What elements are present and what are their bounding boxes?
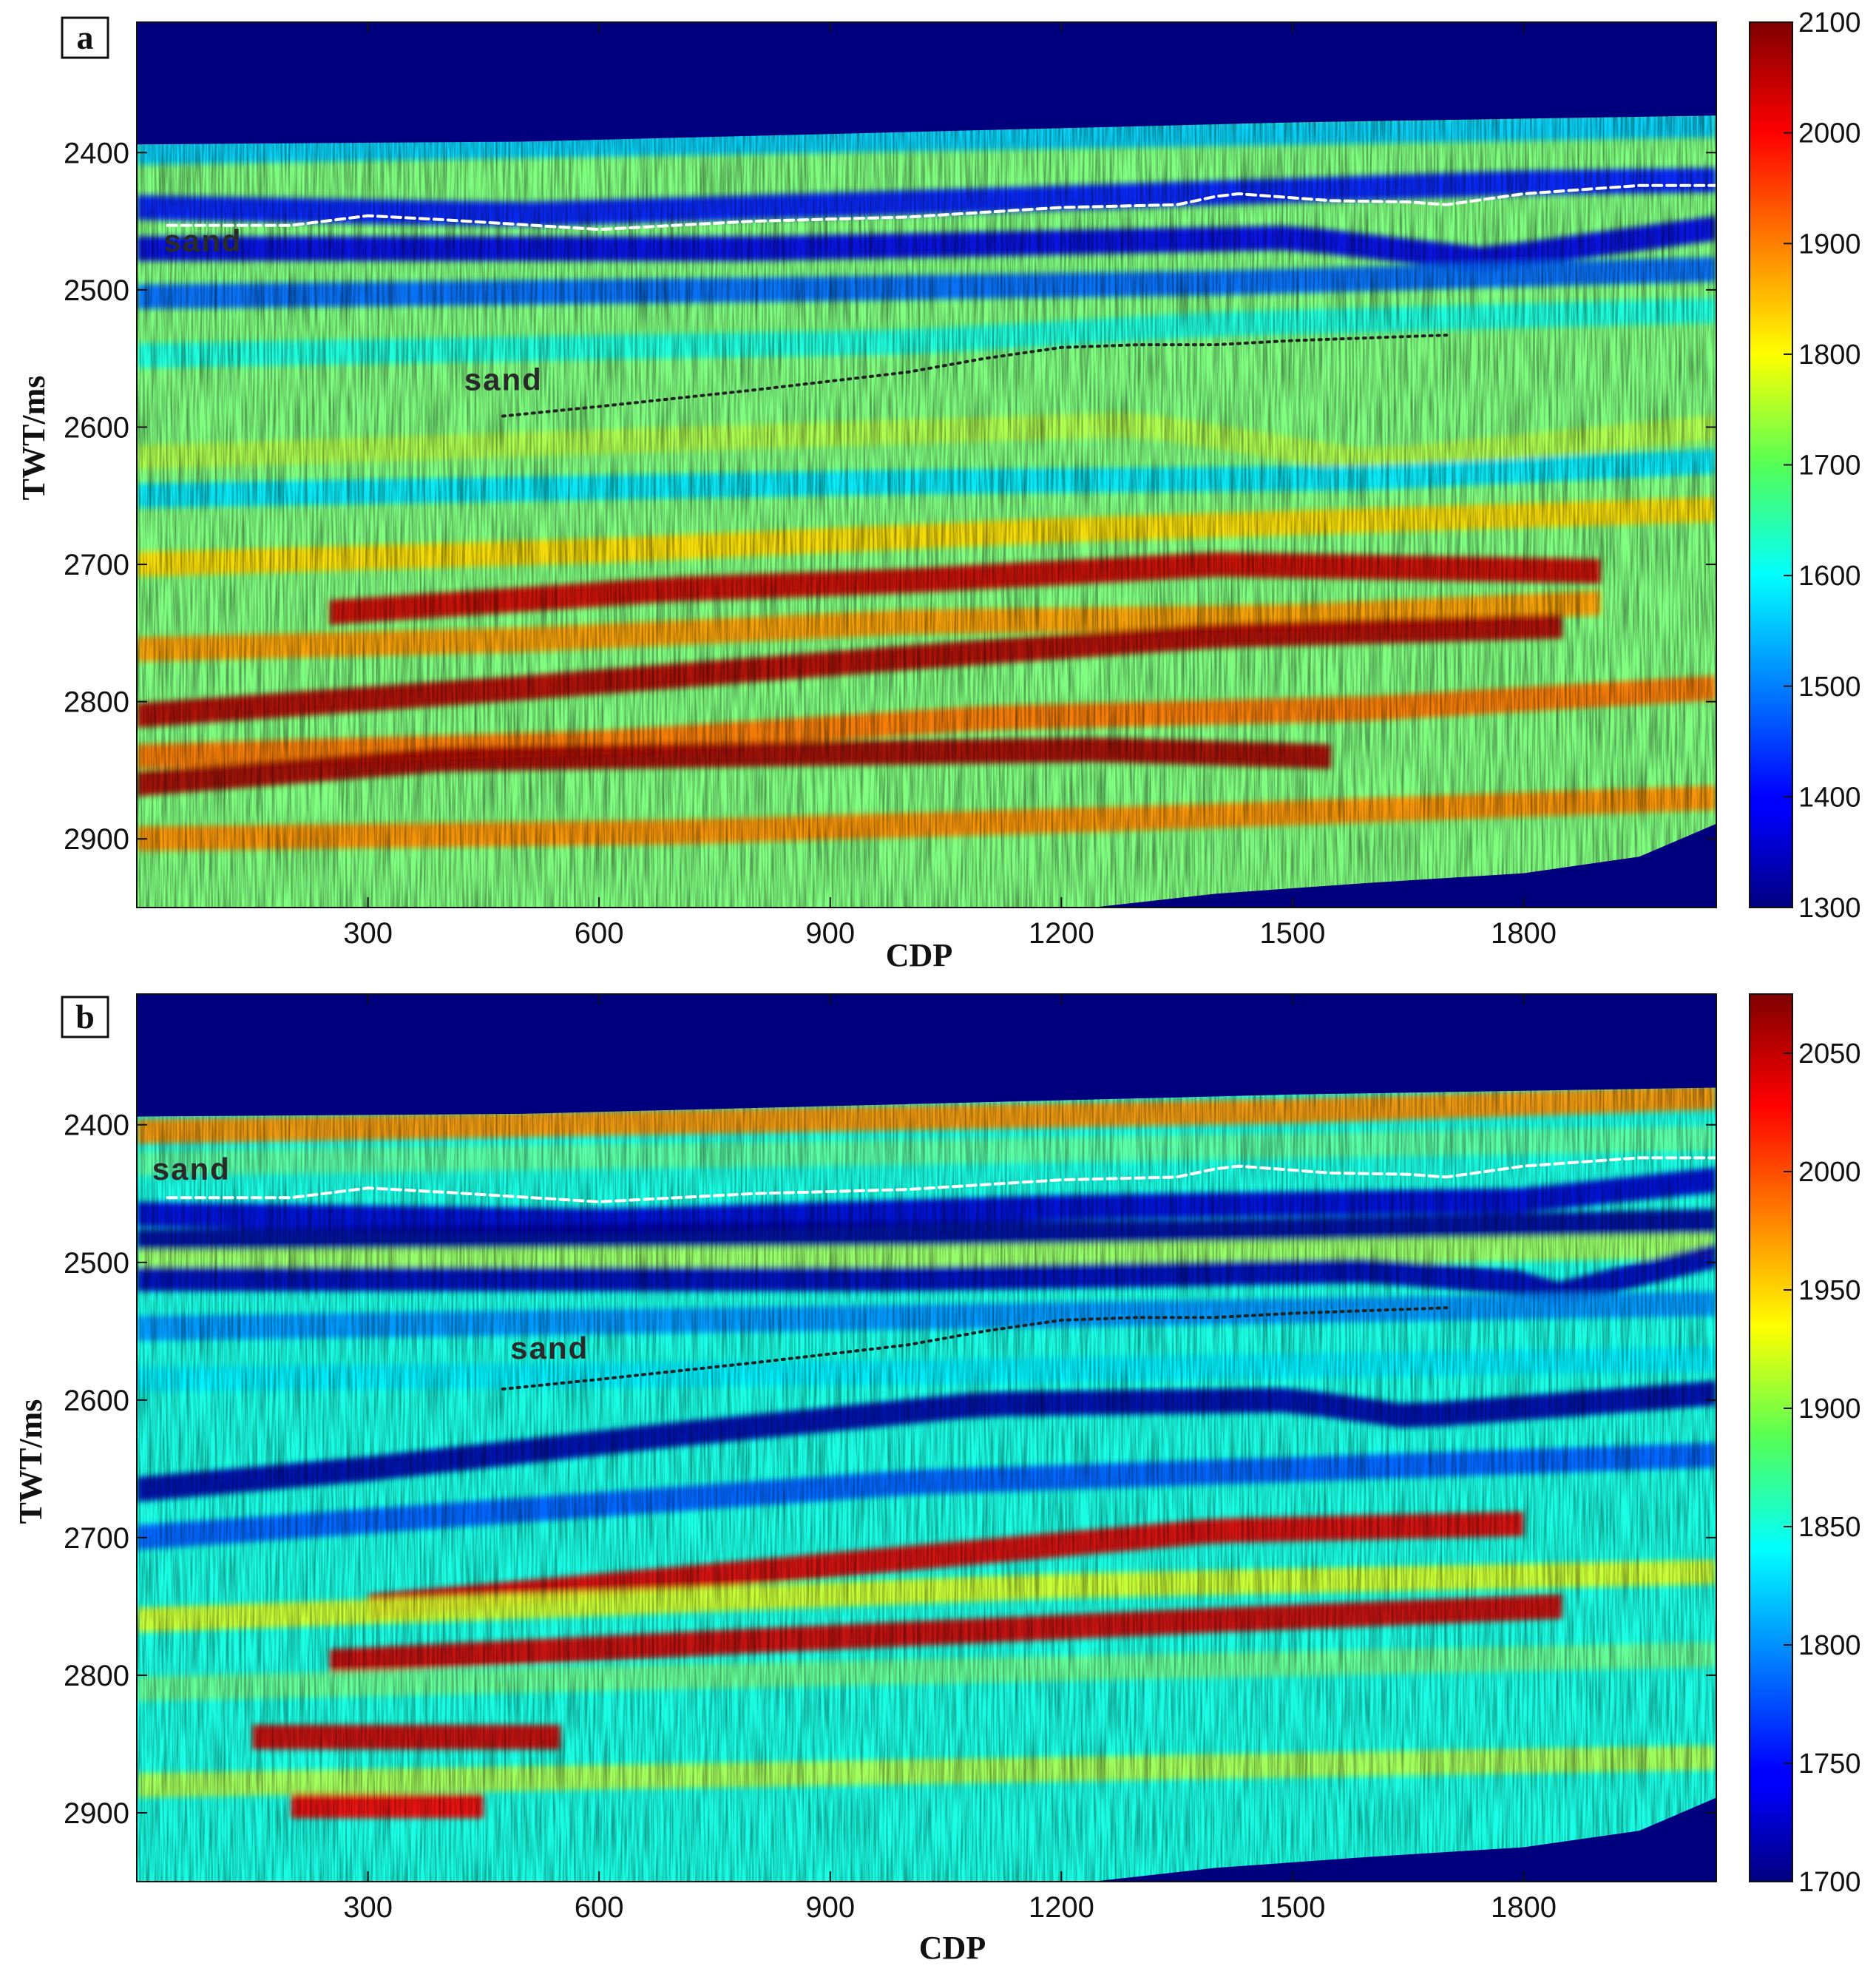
sand-label-b-1: sand [510, 1331, 589, 1365]
y-axis-label-a: TWT/ms [16, 376, 52, 501]
colorbar-tick-label-b-3: 1850 [1798, 1512, 1861, 1543]
x-tick-label-a-2: 900 [805, 917, 855, 950]
x-tick-label-b-2: 900 [805, 1891, 855, 1924]
y-tick-label-b-5: 2900 [64, 1797, 129, 1830]
x-tick-label-b-5: 1800 [1491, 1891, 1557, 1924]
x-tick-label-b-1: 600 [575, 1891, 624, 1924]
y-tick-label-a-2: 2600 [64, 411, 129, 444]
colorbar-tick-label-b-7: 2050 [1798, 1038, 1861, 1070]
plot-frame-b [136, 993, 1717, 1882]
empty-region-bottom-b [137, 1797, 1716, 1882]
colorbar-tick-label-a-2: 1500 [1798, 672, 1861, 703]
sand-horizon-line-b-1 [501, 1306, 1449, 1391]
colorbar-a: 1300 1400 1500 1600 1700 1800 1900 2000 2100 [1749, 7, 1861, 924]
sand-horizon-line-a-1 [501, 334, 1449, 418]
colorbar-tick-label-b-4: 1900 [1798, 1393, 1861, 1425]
y-tick-label-b-2: 2600 [64, 1385, 129, 1417]
plot-frame-a [136, 21, 1717, 908]
y-tick-label-a-1: 2500 [64, 274, 129, 307]
colorbar-tick-label-a-5: 1800 [1798, 339, 1861, 371]
x-tick-label-a-0: 300 [343, 917, 393, 950]
colorbar-tick-label-a-6: 1900 [1798, 229, 1861, 260]
colorbar-tick-label-b-5: 1950 [1798, 1275, 1861, 1306]
panel-b: sand sand 300 600 900 1200 1500 1800 2400 2500 26… [13, 993, 1861, 1966]
y-tick-label-b-3: 2700 [64, 1522, 129, 1555]
colorbar-tick-label-a-8: 2100 [1798, 7, 1861, 38]
y-tick-label-a-0: 2400 [64, 137, 129, 169]
colorbar-tick-label-a-1: 1400 [1798, 782, 1861, 813]
sand-horizon-line-b-0 [166, 1156, 1716, 1203]
colorbar-tick-label-b-6: 2000 [1798, 1157, 1861, 1188]
x-tick-label-a-3: 1200 [1029, 917, 1094, 950]
y-tick-label-b-4: 2800 [64, 1660, 129, 1692]
x-axis-label-a: CDP [886, 937, 952, 973]
panel-a: sand sand 300 600 900 1200 1500 1800 2400 2500 26… [16, 7, 1861, 973]
colorbar-tick-label-a-7: 2000 [1798, 118, 1861, 149]
y-tick-label-a-5: 2900 [64, 823, 129, 856]
empty-region-top-b [137, 994, 1716, 1117]
x-tick-label-b-0: 300 [343, 1891, 393, 1924]
y-tick-label-b-1: 2500 [64, 1247, 129, 1280]
colorbar-tick-label-a-4: 1700 [1798, 450, 1861, 482]
x-tick-label-b-4: 1500 [1259, 1891, 1325, 1924]
y-axis-label-b: TWT/ms [13, 1399, 49, 1524]
panel-letter-box-a: a [61, 16, 109, 59]
panel-letter-box-b: b [61, 996, 109, 1038]
empty-region-top-a [137, 22, 1716, 145]
sand-horizon-line-a-0 [166, 183, 1716, 232]
x-tick-label-a-5: 1800 [1491, 917, 1557, 950]
x-tick-label-b-3: 1200 [1029, 1891, 1094, 1924]
x-axis-label-b: CDP [919, 1930, 986, 1966]
colorbar-tick-label-a-0: 1300 [1798, 893, 1861, 924]
colorbar-tick-label-b-0: 1700 [1798, 1867, 1861, 1898]
colorbar-tick-label-a-3: 1600 [1798, 561, 1861, 592]
plot-area-a: sand sand [137, 22, 1716, 908]
sand-label-a-1: sand [464, 362, 543, 396]
sand-label-b-0: sand [152, 1152, 231, 1186]
colorbar-tick-label-b-1: 1750 [1798, 1748, 1861, 1780]
empty-region-bottom-a [137, 823, 1716, 908]
colorbar-b: 1700 1750 1800 1850 1900 1950 2000 2050 [1749, 993, 1861, 1898]
y-tick-label-b-0: 2400 [64, 1109, 129, 1142]
x-tick-label-a-1: 600 [575, 917, 624, 950]
x-tick-label-a-4: 1500 [1259, 917, 1325, 950]
plot-area-b: sand sand [137, 994, 1716, 1882]
panel-letter-a: a [77, 18, 94, 56]
panel-letter-b: b [75, 998, 95, 1035]
y-tick-label-a-4: 2800 [64, 686, 129, 719]
sand-label-a-0: sand [164, 223, 243, 258]
y-tick-label-a-3: 2700 [64, 549, 129, 581]
colorbar-tick-label-b-2: 1800 [1798, 1630, 1861, 1661]
